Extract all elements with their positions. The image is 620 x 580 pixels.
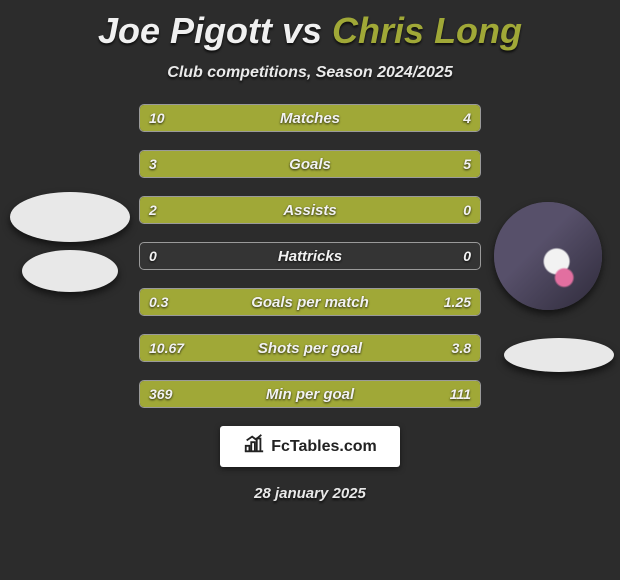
date-text: 28 january 2025 xyxy=(0,485,620,502)
player1-team-placeholder xyxy=(22,250,118,292)
page-title: Joe Pigott vs Chris Long xyxy=(0,0,620,52)
stat-label: Hattricks xyxy=(140,243,480,269)
stat-value-left: 10 xyxy=(149,105,165,131)
stat-value-right: 0 xyxy=(463,243,471,269)
stat-fill-left xyxy=(140,105,381,131)
brand-badge: FcTables.com xyxy=(220,426,400,467)
stats-container: 104Matches35Goals20Assists00Hattricks0.3… xyxy=(139,104,481,408)
stat-row: 0.31.25Goals per match xyxy=(139,288,481,316)
brand-text: FcTables.com xyxy=(271,438,377,456)
stat-value-left: 0 xyxy=(149,243,157,269)
player2-team-placeholder xyxy=(504,338,614,372)
stat-fill-right xyxy=(205,289,480,315)
stat-fill-right xyxy=(266,151,480,177)
stat-fill-left xyxy=(140,197,480,223)
stat-fill-left xyxy=(140,151,266,177)
player2-name: Chris Long xyxy=(332,10,522,51)
vs-text: vs xyxy=(282,10,322,51)
stat-value-right: 111 xyxy=(450,381,471,407)
stat-row: 104Matches xyxy=(139,104,481,132)
stat-value-left: 2 xyxy=(149,197,157,223)
player2-avatar-image xyxy=(494,202,602,310)
subtitle: Club competitions, Season 2024/2025 xyxy=(0,64,620,82)
stat-value-left: 0.3 xyxy=(149,289,168,315)
stat-value-right: 0 xyxy=(463,197,471,223)
player2-avatar xyxy=(494,202,602,310)
stat-value-left: 3 xyxy=(149,151,157,177)
stat-value-right: 4 xyxy=(463,105,471,131)
stat-fill-left xyxy=(140,381,402,407)
stat-row: 35Goals xyxy=(139,150,481,178)
stat-row: 10.673.8Shots per goal xyxy=(139,334,481,362)
player1-avatar-placeholder xyxy=(10,192,130,242)
stat-row: 0 0Hattricks xyxy=(139,242,481,270)
stat-value-right: 1.25 xyxy=(444,289,471,315)
stat-row: 369111Min per goal xyxy=(139,380,481,408)
stat-row: 20Assists xyxy=(139,196,481,224)
stat-value-right: 5 xyxy=(463,151,471,177)
player1-name: Joe Pigott xyxy=(98,10,272,51)
stat-value-right: 3.8 xyxy=(452,335,471,361)
stat-value-left: 369 xyxy=(149,381,172,407)
chart-icon xyxy=(243,433,265,460)
stat-value-left: 10.67 xyxy=(149,335,184,361)
